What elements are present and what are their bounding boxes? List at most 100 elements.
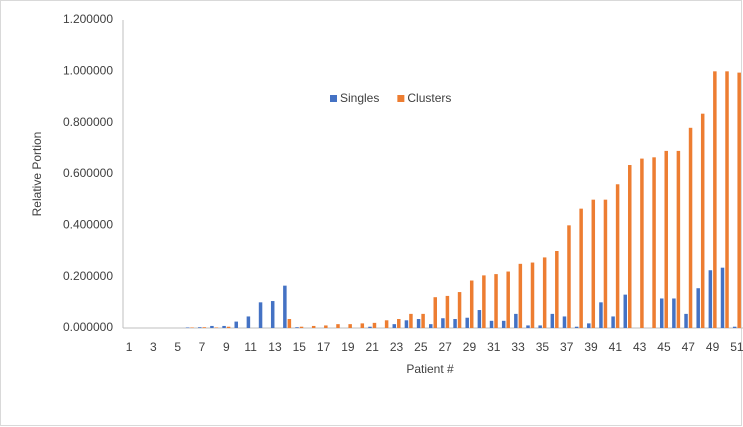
- bar: [372, 322, 377, 328]
- bar: [416, 319, 421, 328]
- bar: [720, 267, 725, 328]
- x-tick-label: 9: [223, 340, 230, 354]
- bar: [457, 292, 462, 328]
- y-tick-label: 1.200000: [63, 12, 113, 26]
- bar: [555, 251, 559, 328]
- bar: [246, 316, 251, 328]
- bar: [526, 325, 530, 328]
- bar: [433, 297, 437, 328]
- bar: [445, 295, 450, 328]
- bar: [737, 72, 741, 328]
- x-axis-title: Patient #: [406, 362, 454, 376]
- bar: [226, 326, 231, 328]
- x-tick-label: 5: [174, 340, 181, 354]
- bar: [392, 324, 397, 328]
- bar: [283, 285, 287, 328]
- bar: [234, 321, 238, 328]
- bar: [348, 324, 352, 328]
- legend-swatch: [330, 95, 337, 102]
- x-tick-label: 39: [584, 340, 598, 354]
- y-tick-label: 0.800000: [63, 115, 113, 129]
- bar: [514, 313, 518, 328]
- bar: [336, 324, 340, 328]
- bar: [599, 302, 603, 328]
- bar: [299, 326, 304, 328]
- x-tick-label: 7: [199, 340, 206, 354]
- legend-label: Singles: [340, 91, 379, 105]
- bar: [518, 263, 523, 328]
- bar: [441, 318, 445, 328]
- bar: [404, 320, 409, 328]
- y-tick-label: 0.600000: [63, 166, 113, 180]
- y-tick-label: 0.000000: [63, 320, 113, 334]
- x-tick-label: 43: [633, 340, 647, 354]
- x-tick-label: 13: [268, 340, 282, 354]
- bar: [640, 158, 644, 328]
- bar: [579, 208, 583, 328]
- bar: [676, 150, 681, 328]
- y-axis-title: Relative Portion: [30, 132, 44, 217]
- bar: [623, 294, 628, 328]
- bar: [465, 317, 469, 328]
- bar: [324, 325, 328, 328]
- bar: [489, 320, 494, 328]
- x-tick-label: 29: [463, 340, 477, 354]
- bar: [190, 327, 194, 328]
- bar: [258, 302, 263, 328]
- bar: [542, 257, 547, 328]
- bar: [603, 199, 608, 328]
- bar: [368, 326, 372, 328]
- bar: [688, 127, 693, 328]
- x-tick-label: 35: [536, 340, 550, 354]
- bar: [684, 313, 688, 328]
- legend-swatch: [397, 95, 405, 102]
- bar: [494, 274, 498, 328]
- bar: [360, 323, 365, 328]
- y-tick-label: 1.000000: [63, 64, 113, 78]
- x-tick-label: 17: [317, 340, 331, 354]
- bar: [725, 71, 729, 328]
- bar: [611, 316, 615, 328]
- x-tick-label: 19: [341, 340, 355, 354]
- y-tick-label: 0.200000: [63, 269, 113, 283]
- bar: [587, 323, 591, 328]
- x-tick-label: 15: [293, 340, 307, 354]
- bar: [210, 325, 214, 328]
- bar: [567, 225, 571, 328]
- x-tick-label: 41: [609, 340, 623, 354]
- bar: [409, 313, 413, 328]
- bar: [214, 327, 219, 328]
- bar: [270, 301, 275, 328]
- bar: [628, 165, 632, 328]
- bar: [469, 280, 474, 328]
- bar: [506, 271, 510, 328]
- x-tick-label: 27: [438, 340, 452, 354]
- bar: [591, 199, 596, 328]
- x-tick-label: 11: [244, 340, 257, 354]
- x-tick-label: 33: [511, 340, 525, 354]
- y-tick-label: 0.400000: [63, 218, 113, 232]
- x-tick-label: 31: [487, 340, 501, 354]
- legend-label: Clusters: [407, 91, 451, 105]
- x-tick-label: 3: [150, 340, 157, 354]
- x-tick-label: 1: [126, 340, 133, 354]
- bar: [198, 327, 202, 328]
- bar: [664, 150, 668, 328]
- bar: [295, 327, 299, 328]
- bar: [538, 325, 542, 328]
- bar: [615, 184, 620, 328]
- bar: [696, 288, 700, 328]
- bar: [222, 325, 226, 328]
- bar: [421, 313, 425, 328]
- x-tick-label: 37: [560, 340, 574, 354]
- bar: [708, 270, 713, 328]
- bar: [429, 324, 433, 328]
- bar: [672, 298, 676, 328]
- bar: [700, 113, 705, 328]
- bar: [453, 319, 457, 328]
- bar: [185, 327, 190, 328]
- bar: [384, 320, 389, 328]
- bar: [311, 325, 316, 328]
- x-tick-label: 23: [390, 340, 404, 354]
